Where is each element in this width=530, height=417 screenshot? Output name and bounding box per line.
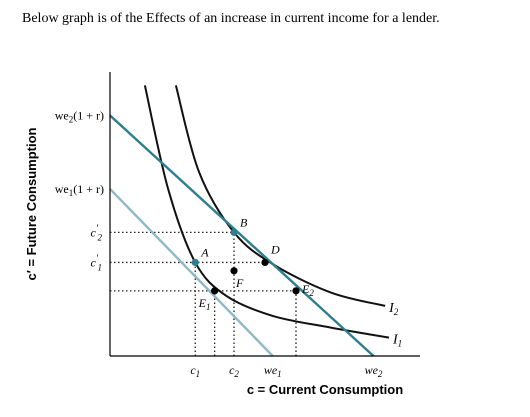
point-label-E1: E1: [198, 296, 211, 312]
y-tick-label-c2-prime: c′: [90, 223, 98, 239]
y-tick-sub-1: 1: [98, 262, 103, 272]
point-E1: [211, 287, 219, 295]
budget-line-3: [109, 188, 274, 357]
indifference-curve-1: [143, 85, 390, 339]
curve-label-I1: I1: [392, 333, 402, 349]
point-label-A: A: [200, 245, 209, 259]
point-F: [230, 267, 238, 275]
point-E2: [292, 287, 300, 295]
point-B: [230, 228, 238, 236]
point-label-F: F: [235, 276, 244, 290]
point-label-E2: E2: [301, 282, 314, 298]
y-tick-sub-2: 2: [98, 232, 103, 242]
x-tick-label-c2: c2: [229, 363, 239, 379]
point-A: [191, 258, 199, 267]
point-label-B: B: [240, 215, 248, 229]
chart-labels: I1 I2 A B D F E1 E2: [198, 215, 403, 348]
indifference-curve-2: [174, 85, 386, 307]
x-tick-label-we2: we2: [365, 363, 383, 379]
y-axis-title: c′ = Future Consumption: [24, 127, 39, 280]
series-lines: [109, 85, 390, 357]
curve-label-I2: I2: [388, 301, 399, 317]
chart-points: [191, 228, 300, 295]
chart-caption: Below graph is of the Effects of an incr…: [22, 11, 440, 26]
budget-line-2: [109, 114, 375, 357]
y-tick-label-we1: we1(1 + r): [55, 182, 104, 198]
point-D: [261, 258, 269, 267]
y-tick-label-we2: we2(1 + r): [55, 108, 104, 124]
guide-lines: [110, 231, 297, 356]
y-tick-label-c1-prime: c′: [90, 253, 98, 269]
x-tick-label-c1: c1: [190, 363, 200, 379]
x-tick-label-we1: we1: [264, 363, 282, 379]
x-axis-title: c = Current Consumption: [247, 382, 403, 397]
point-label-D: D: [270, 242, 280, 256]
